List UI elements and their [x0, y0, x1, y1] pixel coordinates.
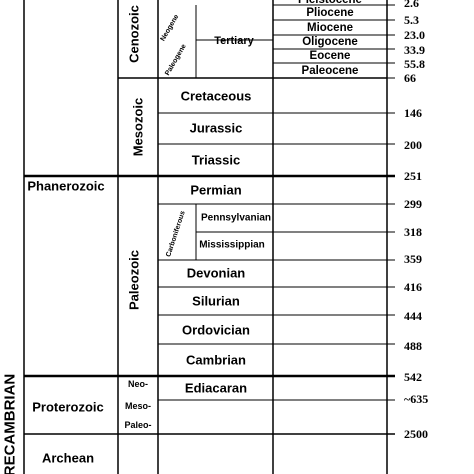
diagram-labels: PRECAMBRIAN Phanerozoic Proterozoic Archean…: [2, 0, 429, 474]
era-paleo-proterozoic: Paleo-: [124, 420, 151, 430]
epoch-oligocene: Oligocene: [302, 36, 358, 48]
period-cretaceous: Cretaceous: [181, 89, 252, 104]
age-label-4: 55.8: [404, 57, 425, 71]
age-label-16: ~635: [404, 392, 428, 406]
period-cambrian: Cambrian: [186, 353, 246, 368]
age-label-5: 66: [404, 71, 416, 85]
period-ordovician: Ordovician: [182, 323, 250, 338]
period-mississippian: Mississippian: [199, 240, 265, 251]
age-label-10: 318: [404, 225, 422, 239]
era-mesozoic: Mesozoic: [131, 98, 146, 157]
era-paleozoic: Paleozoic: [127, 250, 142, 310]
age-label-6: 146: [404, 106, 422, 120]
period-pennsylvanian: Pennsylvanian: [201, 213, 271, 224]
age-label-17: 2500: [404, 427, 428, 441]
epoch-miocene: Miocene: [307, 22, 353, 34]
period-triassic: Triassic: [192, 153, 240, 168]
subera-paleogene: Paleogene: [164, 43, 188, 77]
epoch-eocene: Eocene: [310, 50, 351, 62]
age-label-9: 299: [404, 197, 422, 211]
period-jurassic: Jurassic: [190, 121, 243, 136]
age-label-11: 359: [404, 252, 422, 266]
epoch-paleocene: Paleocene: [302, 65, 359, 77]
super-eon-label: PRECAMBRIAN: [2, 374, 19, 474]
eon-archean: Archean: [42, 451, 94, 466]
age-label-13: 444: [404, 309, 422, 323]
age-label-2: 23.0: [404, 28, 425, 42]
age-label-3: 33.9: [404, 43, 425, 57]
era-meso-proterozoic: Meso-: [125, 401, 151, 411]
diagram-grid-lines: [23, 0, 395, 474]
age-label-12: 416: [404, 280, 422, 294]
age-label-1: 5.3: [404, 13, 419, 27]
era-cenozoic: Cenozoic: [127, 5, 142, 63]
age-label-15: 542: [404, 370, 422, 384]
period-ediacaran: Ediacaran: [185, 381, 247, 396]
era-neo-proterozoic: Neo-: [128, 379, 148, 389]
period-devonian: Devonian: [187, 266, 246, 281]
period-permian: Permian: [190, 183, 241, 198]
age-label-14: 488: [404, 339, 422, 353]
eon-phanerozoic: Phanerozoic: [27, 179, 104, 194]
epoch-pliocene: Pliocene: [306, 7, 353, 19]
age-label-0: 2.6: [404, 0, 419, 10]
eon-proterozoic: Proterozoic: [32, 400, 104, 415]
period-silurian: Silurian: [192, 294, 240, 309]
age-label-7: 200: [404, 138, 422, 152]
subera-carboniferous: Carboniferous: [165, 210, 186, 258]
subera-neogene: Neogene: [160, 13, 181, 42]
subera-tertiary: Tertiary: [214, 35, 254, 47]
epoch-pleistocene: Pleistocene: [298, 0, 362, 6]
age-label-8: 251: [404, 169, 422, 183]
